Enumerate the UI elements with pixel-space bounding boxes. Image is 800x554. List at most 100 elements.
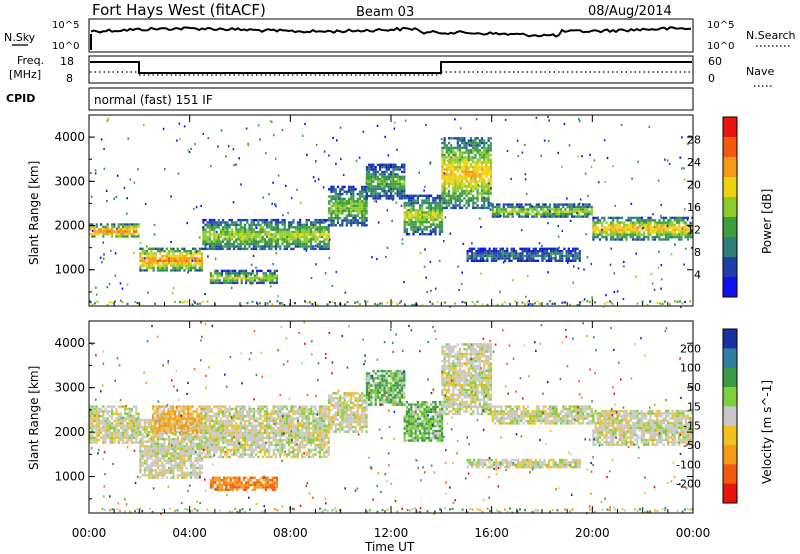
heatmap-cell [119,439,122,442]
heatmap-cell [472,156,475,159]
heatmap-cell [618,235,621,239]
heatmap-cell [264,279,267,282]
heatmap-cell [259,235,262,239]
heatmap-cell [310,245,313,248]
heatmap-cell [419,233,422,236]
ground-scatter [551,302,554,305]
heatmap-cell [215,412,218,415]
heatmap-cell [163,262,166,265]
heatmap-cell [474,163,477,166]
heatmap-cell [215,451,218,454]
heatmap-noise [204,293,206,296]
heatmap-cell [292,221,295,224]
heatmap-cell [165,433,168,436]
heatmap-cell [416,201,419,205]
heatmap-cell [501,254,504,258]
heatmap-cell [218,281,221,285]
heatmap-cell [148,474,151,477]
freq-label: Freq. [17,54,44,67]
heatmap-cell [425,201,428,205]
heatmap-cell [91,429,94,432]
heatmap-cell [244,238,247,241]
heatmap-cell [310,242,313,246]
heatmap-noise [94,172,97,175]
heatmap-cell [122,434,125,437]
heatmap-noise [305,249,308,252]
heatmap-cell [208,230,211,234]
heatmap-cell [408,204,411,207]
heatmap-cell [410,211,413,214]
heatmap-cell [363,214,366,217]
heatmap-cell [361,202,364,205]
heatmap-cell [472,139,475,142]
heatmap-cell [303,226,306,229]
heatmap-cell [215,405,218,408]
heatmap-cell [237,230,240,234]
heatmap-cell [235,434,238,437]
heatmap-cell [270,218,273,222]
heatmap-cell [511,205,514,209]
heatmap-cell [363,209,366,213]
heatmap-cell [268,242,271,246]
heatmap-cell [354,207,357,210]
heatmap-cell [581,210,585,213]
heatmap-cell [483,206,486,210]
heatmap-cell [376,197,379,200]
heatmap-cell [206,235,209,239]
heatmap-cell [227,269,230,273]
heatmap-cell [97,434,100,437]
heatmap-cell [272,218,275,222]
heatmap-cell [566,213,569,216]
heatmap-cell [267,276,270,280]
heatmap-cell [614,223,617,227]
heatmap-cell [441,153,444,157]
heatmap-cell [143,462,146,465]
heatmap-cell [487,204,490,207]
heatmap-cell [252,247,255,251]
heatmap-cell [470,254,474,258]
heatmap-cell [181,476,184,479]
heatmap-cell [217,221,220,224]
heatmap-cell [508,259,511,262]
heatmap-cell [239,436,242,439]
heatmap-cell [328,207,331,210]
heatmap-cell [122,225,125,229]
heatmap-cell [141,457,144,460]
heatmap-cell [226,245,229,248]
heatmap-cell [213,247,216,251]
heatmap-cell [135,441,138,444]
heatmap-cell [368,163,371,166]
heatmap-cell [239,415,242,418]
heatmap-cell [170,269,173,272]
heatmap-cell [181,447,184,450]
heatmap-cell [647,233,650,236]
ground-scatter [121,301,124,304]
heatmap-noise [187,271,189,274]
heatmap-cell [577,215,580,218]
heatmap-cell [463,192,466,195]
heatmap-cell [487,151,490,154]
heatmap-cell [170,447,173,450]
heatmap-cell [477,252,480,255]
heatmap-cell [390,175,393,178]
heatmap-cell [323,245,326,248]
heatmap-noise [450,197,453,200]
ground-scatter [134,300,136,303]
heatmap-cell [467,141,470,145]
heatmap-cell [584,210,587,213]
heatmap-cell [185,264,188,267]
heatmap-cell [465,189,468,193]
ground-scatter [174,300,176,304]
heatmap-cell [570,213,574,216]
heatmap-cell [581,203,585,206]
heatmap-cell [122,228,125,231]
heatmap-cell [97,417,100,420]
heatmap-cell [192,450,195,453]
heatmap-cell [603,226,606,229]
heatmap-cell [231,269,234,273]
heatmap-cell [430,223,433,226]
heatmap-noise [572,254,574,258]
heatmap-noise [683,263,685,266]
heatmap-cell [450,158,453,162]
heatmap-cell [490,250,493,253]
